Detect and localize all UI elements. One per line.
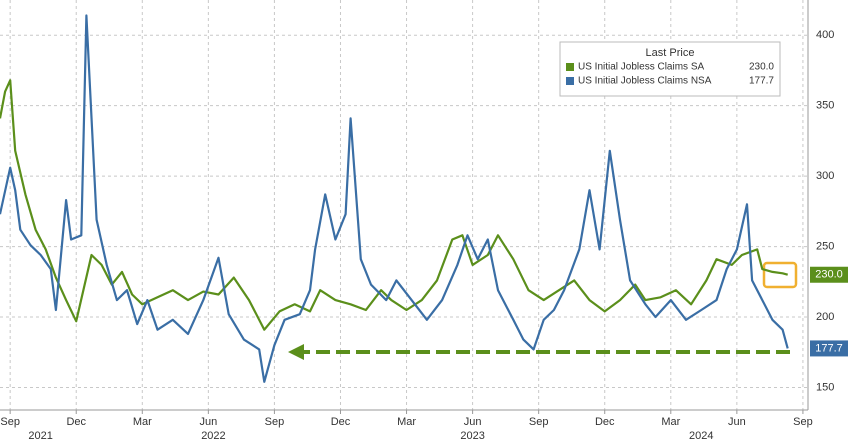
y-tick-label: 150 (816, 381, 834, 393)
y-tick-label: 400 (816, 29, 834, 41)
legend-swatch (566, 63, 574, 71)
x-tick-label: Dec (331, 416, 351, 428)
x-tick-label: Dec (66, 416, 86, 428)
year-label: 2022 (201, 430, 225, 442)
arrow-head (288, 344, 304, 360)
lines (0, 14, 789, 383)
legend-label: US Initial Jobless Claims SA (578, 62, 704, 73)
legend-label: US Initial Jobless Claims NSA (578, 76, 712, 87)
x-tick-label: Mar (133, 416, 152, 428)
y-tick-label: 350 (816, 100, 834, 112)
last-value-tag (810, 266, 848, 283)
x-tick-label: Jun (199, 416, 217, 428)
legend-box (559, 41, 781, 97)
year-label: 2021 (28, 430, 52, 442)
last-value-label: 230.0 (815, 269, 843, 281)
last-value-tag (810, 340, 848, 357)
series-line (0, 14, 789, 383)
y-tick-label: 200 (816, 311, 834, 323)
y-tick-label: 250 (816, 240, 834, 252)
x-tick-label: Jun (728, 416, 746, 428)
highlight-box (762, 261, 798, 289)
x-tick-label: Mar (661, 416, 680, 428)
series-line (0, 79, 788, 331)
last-value-label: 177.7 (815, 342, 843, 354)
legend-items: US Initial Jobless Claims SA 230.0 US Init… (566, 62, 774, 87)
x-tick-label: Sep (0, 416, 20, 428)
legend-swatch (566, 77, 574, 85)
x-tick-label: Sep (793, 416, 813, 428)
x-tick-label: Sep (529, 416, 549, 428)
y-tick-label: 300 (816, 170, 834, 182)
year-label: 2023 (460, 430, 484, 442)
x-tick-label: Mar (397, 416, 416, 428)
x-tick-label: Sep (265, 416, 285, 428)
legend-value: 177.7 (749, 76, 774, 87)
year-label: 2024 (689, 430, 713, 442)
x-tick-label: Jun (464, 416, 482, 428)
legend: Last Price US Initial Jobless Claims SA 2… (559, 41, 781, 97)
grid (0, 0, 808, 410)
legend-title: Last Price (646, 47, 695, 59)
legend-value: 230.0 (749, 62, 774, 73)
x-tick-label: Dec (595, 416, 615, 428)
